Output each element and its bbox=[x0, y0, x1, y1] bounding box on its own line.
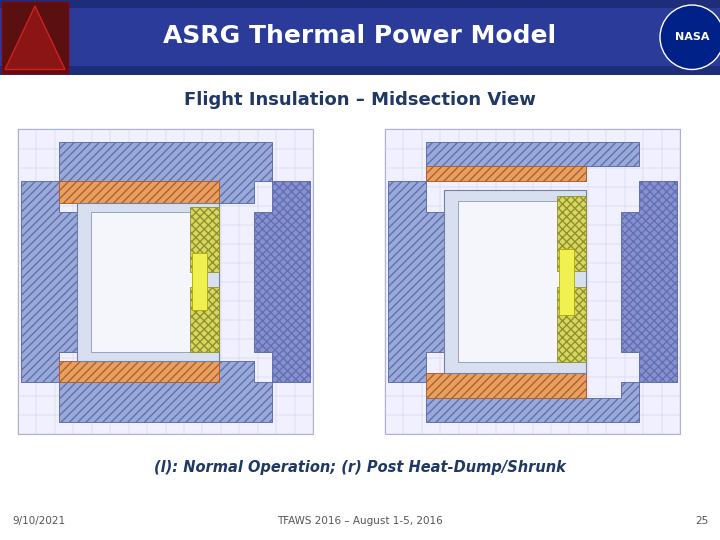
Polygon shape bbox=[5, 6, 65, 70]
Text: NASA: NASA bbox=[675, 32, 709, 42]
Bar bbox=[559, 249, 575, 315]
Polygon shape bbox=[2, 2, 68, 72]
Text: ASRG Thermal Power Model: ASRG Thermal Power Model bbox=[163, 24, 557, 48]
Bar bbox=[0, 8, 720, 66]
Polygon shape bbox=[426, 382, 639, 422]
Text: 9/10/2021: 9/10/2021 bbox=[12, 516, 65, 526]
Text: Flight Insulation – Midsection View: Flight Insulation – Midsection View bbox=[184, 91, 536, 109]
Text: (l): Normal Operation; (r) Post Heat-Dump/Shrunk: (l): Normal Operation; (r) Post Heat-Dum… bbox=[154, 460, 566, 475]
Text: TFAWS 2016 – August 1-5, 2016: TFAWS 2016 – August 1-5, 2016 bbox=[277, 516, 443, 526]
Bar bbox=[190, 287, 219, 352]
Bar bbox=[426, 166, 585, 181]
Polygon shape bbox=[426, 141, 639, 166]
Bar bbox=[59, 181, 219, 202]
Polygon shape bbox=[388, 181, 444, 382]
Bar bbox=[18, 130, 313, 434]
Bar bbox=[557, 287, 585, 362]
Bar bbox=[190, 207, 219, 272]
Circle shape bbox=[660, 5, 720, 70]
Polygon shape bbox=[621, 181, 677, 382]
Bar bbox=[557, 196, 585, 271]
Bar bbox=[91, 212, 204, 352]
Bar bbox=[77, 202, 219, 361]
Bar bbox=[458, 201, 572, 362]
Polygon shape bbox=[59, 361, 271, 422]
Text: 25: 25 bbox=[695, 516, 708, 526]
Bar bbox=[192, 253, 207, 310]
Bar bbox=[444, 191, 585, 373]
Bar bbox=[426, 373, 585, 397]
Bar bbox=[59, 361, 219, 382]
Polygon shape bbox=[254, 181, 310, 382]
Bar bbox=[385, 130, 680, 434]
Polygon shape bbox=[21, 181, 77, 382]
Polygon shape bbox=[59, 141, 271, 202]
